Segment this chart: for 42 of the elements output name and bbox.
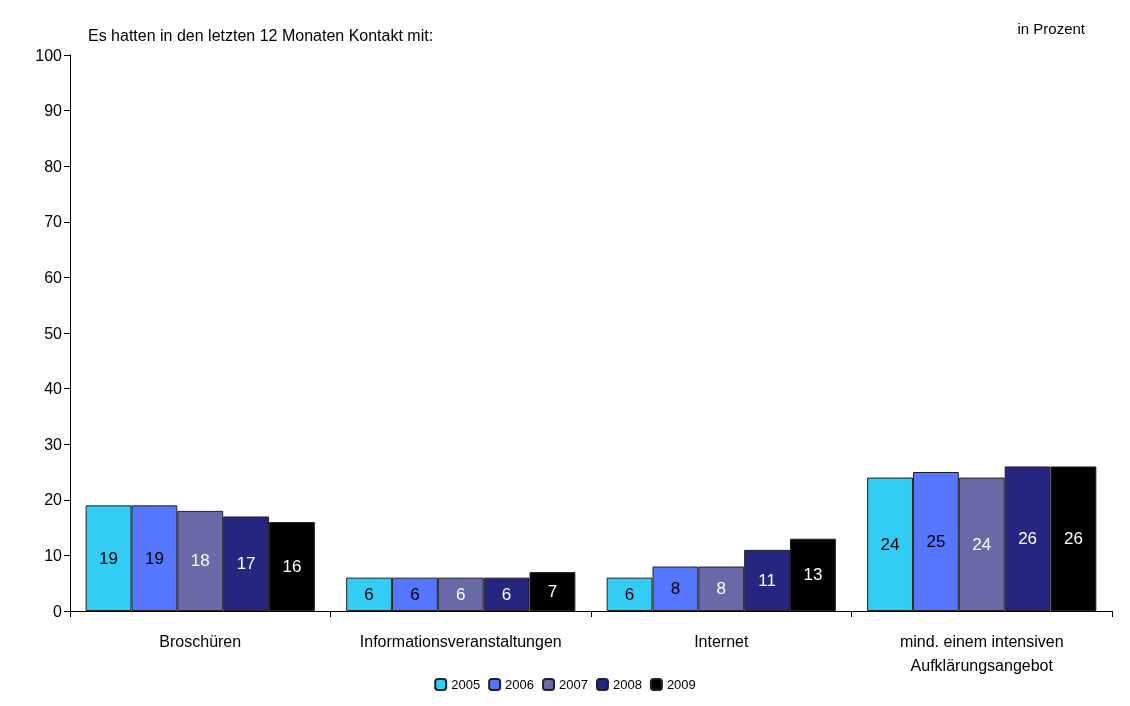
y-tick-label: 70 bbox=[44, 213, 63, 231]
y-tick-label: 0 bbox=[53, 602, 63, 620]
data-label: 6 bbox=[410, 584, 420, 604]
data-label: 11 bbox=[758, 570, 776, 590]
y-tick-label: 40 bbox=[44, 380, 63, 398]
x-tick-label: Broschüren bbox=[159, 632, 242, 650]
legend-label: 2009 bbox=[666, 677, 696, 692]
data-label: 8 bbox=[670, 579, 681, 599]
data-label: 6 bbox=[364, 584, 374, 604]
legend-label: 2008 bbox=[612, 677, 642, 692]
x-tick-label: Internet bbox=[694, 632, 749, 650]
data-label: 6 bbox=[456, 584, 466, 604]
data-label: 8 bbox=[716, 579, 726, 599]
data-label: 24 bbox=[972, 534, 992, 554]
y-tick-label: 90 bbox=[44, 102, 63, 120]
y-tick-label: 30 bbox=[44, 435, 63, 453]
y-tick-label: 20 bbox=[44, 491, 63, 509]
data-label: 24 bbox=[880, 534, 900, 554]
legend-label: 2005 bbox=[451, 677, 481, 692]
data-label: 18 bbox=[190, 551, 210, 571]
y-tick-label: 10 bbox=[44, 546, 63, 564]
legend-label: 2006 bbox=[505, 677, 535, 692]
y-tick-label: 60 bbox=[44, 268, 63, 286]
data-label: 17 bbox=[236, 554, 256, 574]
data-label: 26 bbox=[1063, 529, 1083, 549]
y-tick-label: 50 bbox=[44, 324, 63, 342]
y-axis-title: in Prozent bbox=[1017, 20, 1086, 37]
y-tick-label: 100 bbox=[35, 46, 63, 64]
data-label: 26 bbox=[1018, 529, 1038, 549]
x-tick-label: mind. einem intensiven Aufklärungsangebot bbox=[899, 632, 1064, 674]
data-label: 16 bbox=[282, 557, 302, 577]
chart-title: Es hatten in den letzten 12 Monaten Kontakt mit: bbox=[88, 26, 434, 44]
data-label: 6 bbox=[624, 584, 635, 604]
data-label: 7 bbox=[547, 582, 558, 602]
data-label: 19 bbox=[99, 548, 119, 568]
data-label: 25 bbox=[926, 532, 946, 551]
legend-label: 2007 bbox=[559, 677, 588, 692]
data-label: 19 bbox=[144, 548, 164, 568]
data-label: 6 bbox=[501, 584, 512, 604]
y-tick-label: 80 bbox=[44, 157, 63, 175]
data-label: 13 bbox=[803, 565, 823, 585]
x-tick-label: Informationsveranstaltungen bbox=[359, 632, 562, 650]
